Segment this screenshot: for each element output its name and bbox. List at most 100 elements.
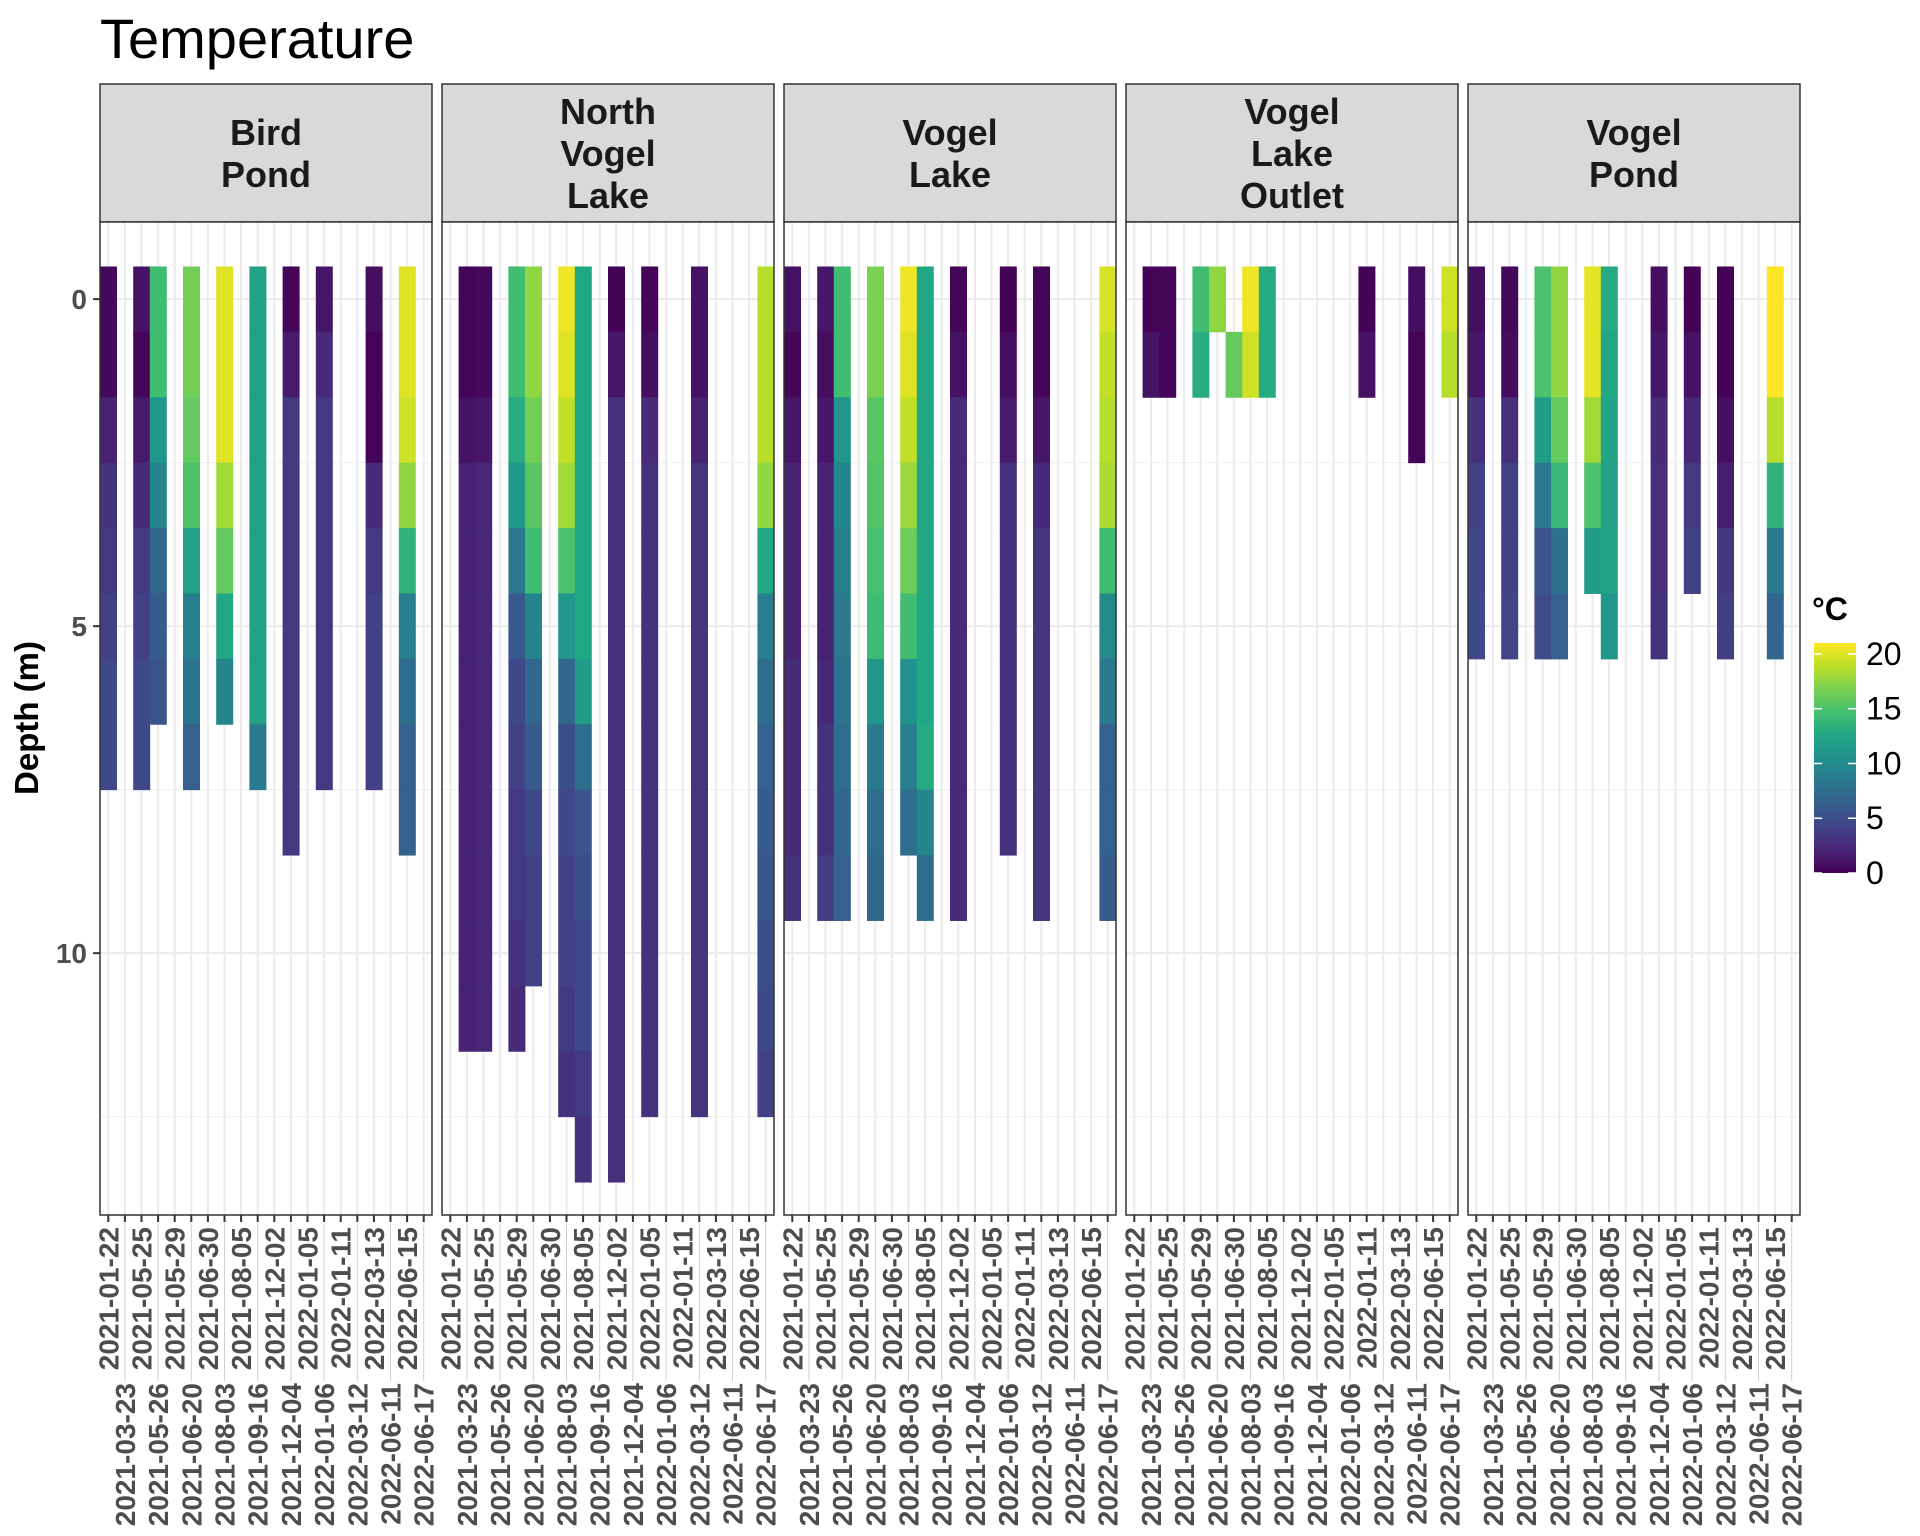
heatmap-tile [398, 789, 416, 856]
heatmap-tile [1766, 331, 1784, 398]
heatmap-tile [608, 266, 625, 333]
heatmap-tile [365, 397, 383, 464]
heatmap-tile [475, 658, 493, 725]
heatmap-tile [641, 528, 659, 594]
heatmap-tile [1600, 593, 1618, 660]
heatmap-tile [525, 789, 542, 856]
heatmap-tile [1468, 331, 1485, 398]
heatmap-tile [1209, 266, 1226, 333]
heatmap-tile [315, 462, 333, 529]
facet-strip [441, 83, 775, 223]
facet-label: Lake [567, 175, 649, 216]
facet-label: Lake [1251, 133, 1333, 174]
facet-label: Vogel [1586, 112, 1681, 153]
heatmap-tile [900, 593, 918, 660]
heatmap-tile [1683, 331, 1701, 398]
facet-panel: VogelLake2021-01-222021-03-232021-05-252… [777, 83, 1124, 1526]
x-tick-label: 2022-03-13 [359, 1227, 390, 1370]
legend-label: 0 [1866, 855, 1884, 891]
heatmap-tile [757, 789, 775, 856]
x-tick-label: 2021-06-30 [1219, 1227, 1250, 1370]
x-tick-label: 2022-01-11 [1010, 1227, 1041, 1369]
x-tick-label: 2021-09-16 [585, 1383, 616, 1526]
heatmap-tile [1033, 397, 1050, 464]
heatmap-tile [398, 658, 416, 725]
heatmap-tile [1551, 331, 1568, 398]
heatmap-tile [1650, 462, 1668, 529]
heatmap-tile [641, 462, 659, 529]
x-tick-label: 2021-09-16 [1611, 1383, 1642, 1526]
heatmap-tile [641, 985, 659, 1052]
heatmap-tile [833, 397, 851, 464]
heatmap-tile [365, 462, 383, 529]
heatmap-tile [365, 266, 383, 333]
heatmap-tile [475, 462, 493, 529]
heatmap-tile [900, 462, 918, 529]
heatmap-tile [398, 724, 416, 791]
heatmap-tile [1717, 528, 1734, 594]
heatmap-tile [574, 266, 592, 333]
x-tick-label: 2022-06-17 [1777, 1383, 1808, 1526]
heatmap-tile [867, 397, 884, 464]
heatmap-tile [249, 724, 267, 791]
legend-label: 20 [1866, 636, 1902, 672]
x-tick-label: 2021-03-23 [794, 1383, 825, 1526]
heatmap-tile [100, 266, 117, 333]
heatmap-tile [608, 1051, 625, 1118]
heatmap-tile [1683, 462, 1701, 529]
heatmap-tile [784, 724, 801, 791]
heatmap-tile [784, 266, 801, 333]
x-tick-label: 2021-08-03 [210, 1383, 241, 1526]
heatmap-tile [916, 789, 934, 856]
heatmap-tile [817, 658, 835, 725]
heatmap-tile [249, 266, 267, 333]
heatmap-tile [558, 266, 576, 333]
x-tick-label: 2022-06-11 [1402, 1383, 1433, 1525]
heatmap-tile [574, 528, 592, 594]
heatmap-tile [608, 1116, 625, 1183]
heatmap-tile [817, 331, 835, 398]
facet-strip [1125, 83, 1459, 223]
heatmap-tile [458, 920, 476, 987]
x-tick-label: 2021-05-25 [127, 1227, 158, 1370]
heatmap-tile [817, 593, 835, 660]
heatmap-tile [282, 331, 300, 398]
heatmap-tile [1033, 462, 1050, 529]
heatmap-tile [558, 462, 576, 529]
heatmap-tile [817, 789, 835, 856]
heatmap-tile [867, 462, 884, 529]
heatmap-tile [458, 528, 476, 594]
heatmap-tile [916, 462, 934, 529]
heatmap-tile [574, 462, 592, 529]
x-tick-label: 2022-01-05 [1319, 1227, 1350, 1370]
heatmap-tile [558, 528, 576, 594]
heatmap-tile [458, 724, 476, 791]
heatmap-tile [525, 593, 542, 660]
heatmap-tile [950, 397, 967, 464]
heatmap-tile [1099, 266, 1117, 333]
heatmap-tile [183, 462, 200, 529]
x-tick-label: 2022-01-11 [668, 1227, 699, 1369]
heatmap-tile [867, 658, 884, 725]
heatmap-tile [525, 266, 542, 333]
heatmap-tile [757, 593, 775, 660]
heatmap-tile [458, 985, 476, 1052]
heatmap-tile [558, 1051, 576, 1118]
heatmap-tile [1192, 331, 1210, 398]
chart-title: Temperature [100, 7, 414, 70]
heatmap-tile [508, 789, 526, 856]
heatmap-tile [525, 397, 542, 464]
panel-border [99, 221, 433, 1216]
x-tick-label: 2021-12-04 [1302, 1383, 1333, 1527]
heatmap-tile [1501, 397, 1519, 464]
heatmap-tile [900, 789, 918, 856]
heatmap-tile [833, 331, 851, 398]
heatmap-tile [691, 920, 708, 987]
heatmap-tile [1534, 397, 1552, 464]
heatmap-tile [1358, 331, 1376, 398]
heatmap-tile [1258, 331, 1276, 398]
heatmap-tile [574, 1116, 592, 1183]
heatmap-tile [216, 266, 234, 333]
legend-label: 5 [1866, 800, 1884, 836]
heatmap-tile [249, 658, 267, 725]
